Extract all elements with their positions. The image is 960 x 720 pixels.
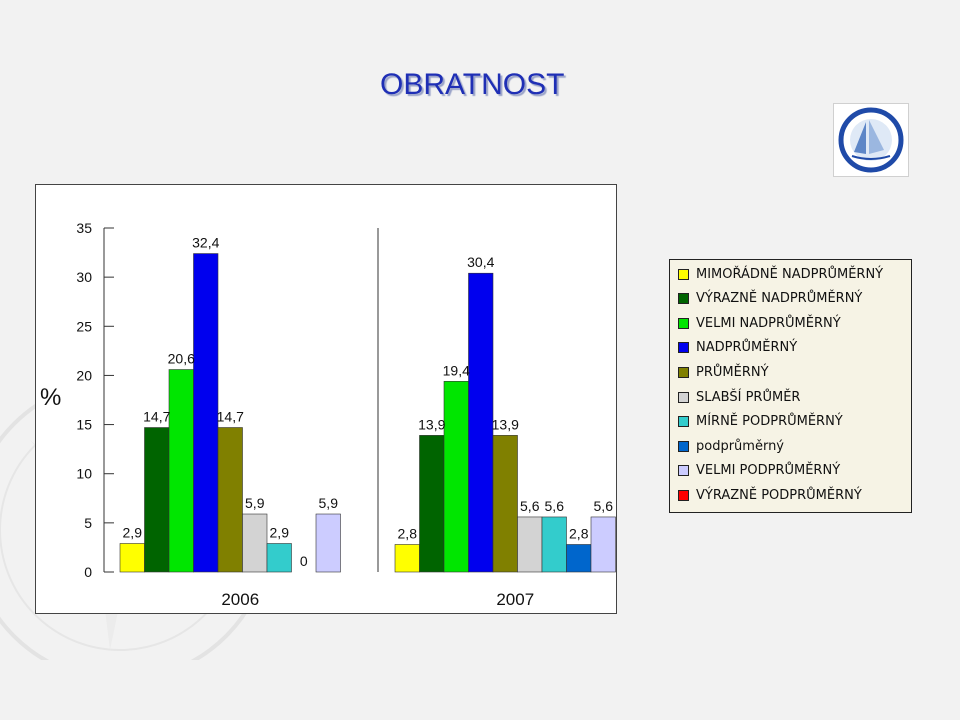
y-tick-label: 30 [76, 269, 92, 285]
data-label: 5,6 [545, 498, 565, 514]
bar-2-6 [517, 516, 543, 573]
y-tick-label: 0 [84, 564, 92, 580]
data-label: 2,8 [569, 525, 589, 541]
data-label: 5,6 [594, 498, 614, 514]
bar-1-2 [144, 427, 170, 573]
bar-1-3 [168, 369, 194, 573]
bar-2-5 [492, 435, 518, 573]
bar-1-6 [242, 513, 268, 573]
legend-label: SLABŠÍ PRŮMĚR [696, 389, 801, 405]
legend-swatch [678, 366, 689, 378]
bar-2-1 [394, 544, 420, 573]
club-logo [833, 103, 909, 177]
legend-item: VÝRAZNĚ NADPRŮMĚRNÝ [678, 289, 862, 309]
legend-label: VÝRAZNĚ PODPRŮMĚRNÝ [696, 487, 862, 503]
y-tick-label: 25 [76, 318, 92, 334]
bar-2-7 [541, 516, 567, 573]
legend-item: PRŮMĚRNÝ [678, 362, 769, 382]
bar-1-4 [193, 253, 219, 573]
data-label: 5,6 [520, 498, 540, 514]
data-label: 2,9 [270, 524, 290, 540]
legend-label: VÝRAZNĚ NADPRŮMĚRNÝ [696, 291, 863, 307]
data-label: 13,9 [492, 416, 519, 432]
legend-swatch [678, 268, 689, 280]
legend-label: PRŮMĚRNÝ [696, 364, 769, 380]
legend-item: SLABŠÍ PRŮMĚR [678, 387, 800, 407]
legend-item: MÍRNĚ PODPRŮMĚRNÝ [678, 412, 843, 432]
y-tick-label: 10 [76, 466, 92, 482]
y-tick-label: 35 [76, 220, 92, 236]
legend-label: VELMI NADPRŮMĚRNÝ [696, 315, 841, 331]
slide-title: OBRATNOST [380, 68, 565, 101]
legend-item: VELMI NADPRŮMĚRNÝ [678, 313, 841, 333]
legend-swatch [678, 416, 689, 428]
data-label: 2,8 [398, 525, 418, 541]
legend-item: MIMOŘÁDNĚ NADPRŮMĚRNÝ [678, 264, 883, 284]
data-label: 2,9 [123, 524, 143, 540]
data-label: 0 [300, 553, 308, 569]
legend-label: podprůměrný [696, 438, 785, 454]
bar-1-5 [217, 427, 243, 573]
data-label: 5,9 [319, 495, 339, 511]
data-label: 30,4 [467, 254, 494, 270]
legend-label: MÍRNĚ PODPRŮMĚRNÝ [696, 414, 843, 430]
legend-swatch [678, 293, 689, 305]
y-axis-label: % [40, 384, 62, 411]
y-tick-label: 5 [84, 515, 92, 531]
data-label: 5,9 [245, 495, 265, 511]
legend-label: MIMOŘÁDNĚ NADPRŮMĚRNÝ [696, 266, 884, 282]
data-label: 19,4 [443, 362, 470, 378]
legend-item: NADPRŮMĚRNÝ [678, 338, 797, 358]
bar-1-9 [315, 513, 341, 573]
bar-1-1 [119, 543, 145, 573]
data-label: 32,4 [192, 235, 219, 251]
legend-item: VELMI PODPRŮMĚRNÝ [678, 461, 840, 481]
legend-swatch [678, 317, 689, 329]
legend-swatch [678, 489, 689, 501]
legend-swatch [678, 342, 689, 354]
legend-label: NADPRŮMĚRNÝ [696, 340, 798, 356]
data-label: 14,7 [143, 409, 170, 425]
legend-item: podprůměrný [678, 436, 784, 456]
bar-2-9 [590, 516, 616, 573]
bar-1-7 [266, 543, 292, 573]
data-label: 20,6 [168, 351, 195, 367]
bar-2-3 [443, 381, 469, 573]
legend-swatch [678, 440, 689, 452]
bar-2-2 [419, 435, 445, 573]
bar-2-8 [566, 544, 592, 573]
x-category-label: 2007 [496, 590, 534, 609]
y-tick-label: 20 [76, 367, 92, 383]
y-tick-label: 15 [76, 417, 92, 433]
legend: MIMOŘÁDNĚ NADPRŮMĚRNÝ VÝRAZNĚ NADPRŮMĚRNÝ… [669, 259, 912, 513]
data-label: 13,9 [418, 416, 445, 432]
legend-swatch [678, 465, 689, 477]
legend-item: VÝRAZNĚ PODPRŮMĚRNÝ [678, 485, 862, 505]
data-label: 14,7 [217, 409, 244, 425]
legend-swatch [678, 391, 689, 403]
legend-label: VELMI PODPRŮMĚRNÝ [696, 463, 841, 479]
x-category-label: 2006 [221, 590, 259, 609]
bar-2-4 [468, 272, 494, 573]
